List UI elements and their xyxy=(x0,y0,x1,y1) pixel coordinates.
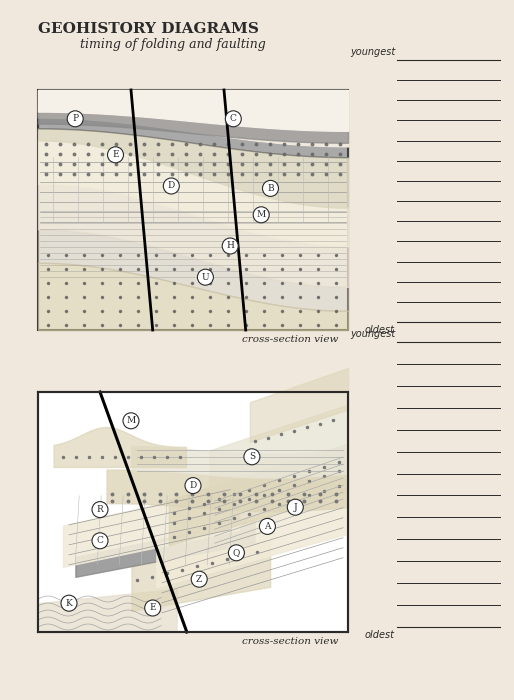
Circle shape xyxy=(123,413,139,429)
Circle shape xyxy=(222,238,238,254)
Text: P: P xyxy=(72,114,78,123)
Text: M: M xyxy=(126,416,136,426)
Circle shape xyxy=(145,600,161,616)
Circle shape xyxy=(191,571,207,587)
Circle shape xyxy=(163,178,179,194)
Circle shape xyxy=(228,545,244,561)
Text: M: M xyxy=(256,210,266,219)
Text: Q: Q xyxy=(233,548,240,557)
Circle shape xyxy=(107,147,123,163)
Text: D: D xyxy=(168,181,175,190)
Text: R: R xyxy=(97,505,103,514)
Circle shape xyxy=(244,449,260,465)
Circle shape xyxy=(225,111,241,127)
Text: A: A xyxy=(264,522,271,531)
Text: GEOHISTORY DIAGRAMS: GEOHISTORY DIAGRAMS xyxy=(38,22,259,36)
Text: K: K xyxy=(66,598,72,608)
Bar xyxy=(38,392,348,632)
Circle shape xyxy=(61,595,77,611)
Text: cross-section view: cross-section view xyxy=(242,335,338,344)
Text: S: S xyxy=(249,452,255,461)
Circle shape xyxy=(197,270,213,285)
Text: oldest: oldest xyxy=(365,630,395,640)
Circle shape xyxy=(185,477,201,494)
Text: U: U xyxy=(201,273,209,281)
Text: C: C xyxy=(97,536,103,545)
Text: D: D xyxy=(189,481,197,490)
Text: B: B xyxy=(267,184,274,193)
Text: H: H xyxy=(226,241,234,251)
Circle shape xyxy=(67,111,83,127)
Text: cross-section view: cross-section view xyxy=(242,637,338,646)
Circle shape xyxy=(92,502,108,517)
Text: J: J xyxy=(293,503,297,512)
Circle shape xyxy=(92,533,108,549)
Bar xyxy=(38,90,348,330)
Circle shape xyxy=(260,519,276,534)
Circle shape xyxy=(263,181,279,197)
Circle shape xyxy=(287,499,303,515)
Text: oldest: oldest xyxy=(365,325,395,335)
Text: E: E xyxy=(112,150,119,160)
Text: E: E xyxy=(150,603,156,612)
Text: youngest: youngest xyxy=(350,47,395,57)
Text: youngest: youngest xyxy=(350,329,395,339)
Circle shape xyxy=(253,206,269,223)
Text: Z: Z xyxy=(196,575,203,584)
Text: timing of folding and faulting: timing of folding and faulting xyxy=(80,38,266,51)
Text: C: C xyxy=(230,114,237,123)
